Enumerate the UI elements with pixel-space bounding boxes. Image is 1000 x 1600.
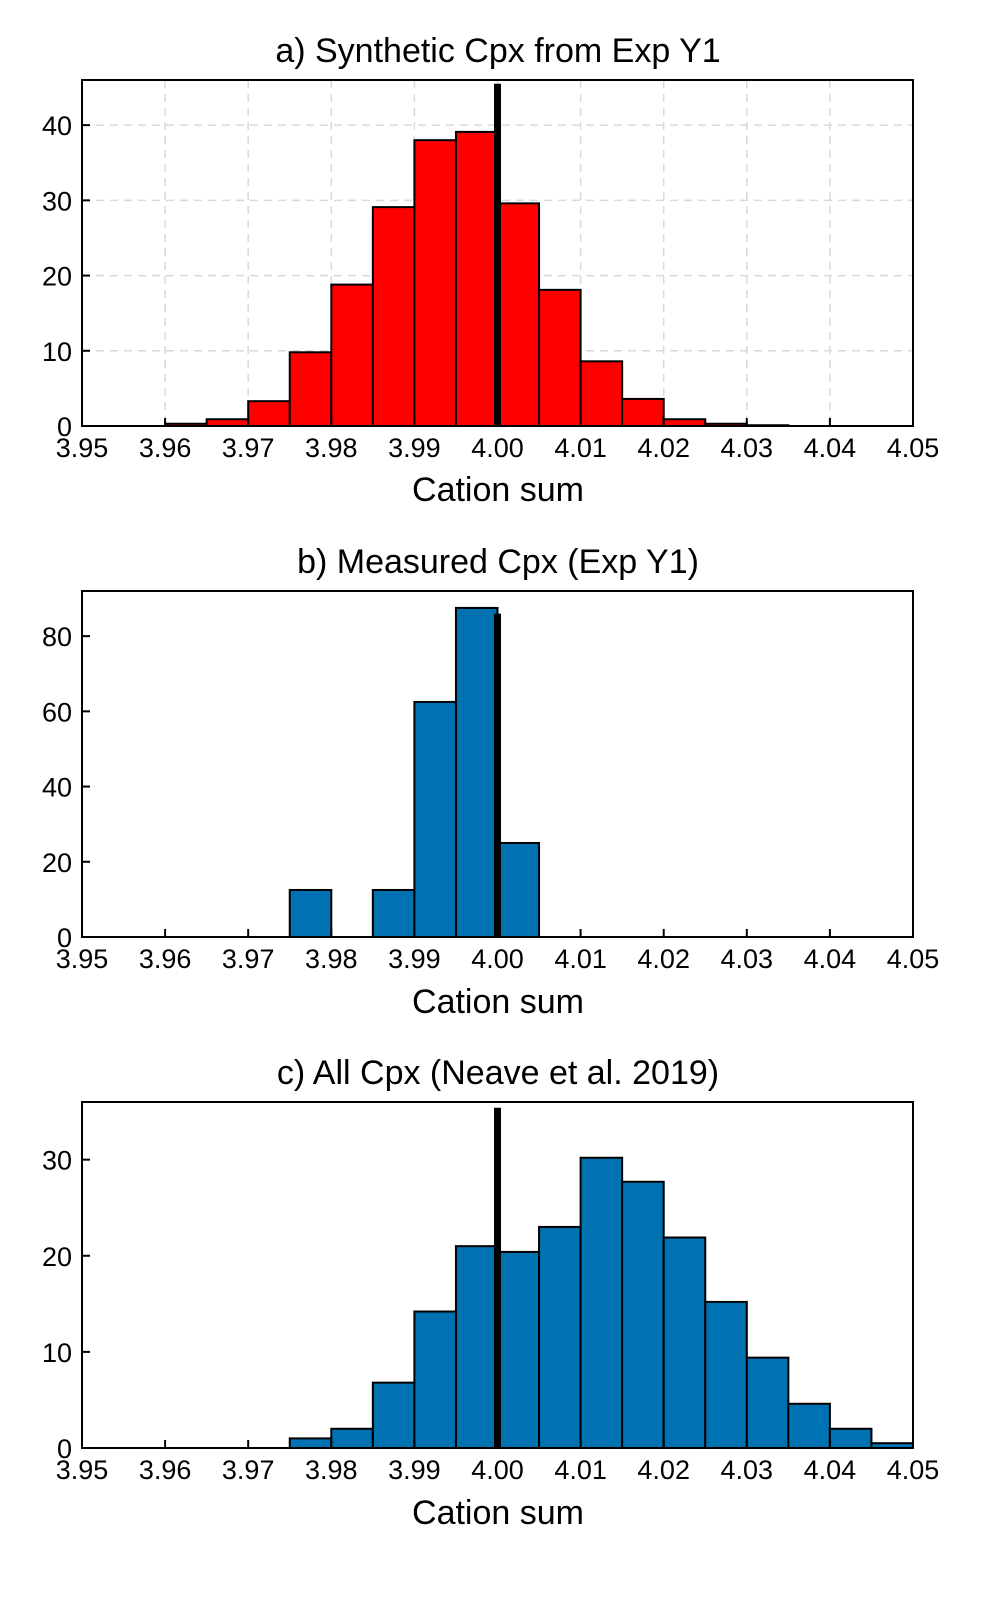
panel-c-bar [662, 1236, 707, 1450]
panel-a-xtick-label: 3.95 [56, 433, 109, 463]
panel-a-bar [413, 139, 457, 427]
panel-a-xtick-label: 3.97 [222, 433, 275, 463]
panel-a-bar [621, 397, 665, 428]
panel-c-xtick-label: 4.00 [471, 1455, 524, 1485]
panel-c-ytick-label: 20 [42, 1242, 72, 1272]
panel-c-bar [454, 1245, 499, 1449]
panel-b-xtick-label: 3.96 [139, 944, 192, 974]
panel-b-xtick-label: 3.95 [56, 944, 109, 974]
panel-c-xtick-label: 3.97 [222, 1455, 275, 1485]
panel-b-xtick-label: 3.99 [388, 944, 441, 974]
panel-a-bar [371, 206, 416, 427]
panel-a-bars [164, 130, 790, 428]
panel-a-bar [662, 418, 707, 428]
panel-b: b) Measured Cpx (Exp Y1) 3.95 3.96 3.97 3.9… [42, 543, 939, 1021]
panel-a-xlabel: Cation sum [412, 471, 584, 509]
panel-b-bar [288, 888, 333, 939]
panel-c-xtick-label: 4.03 [721, 1455, 774, 1485]
panel-c-bar [413, 1310, 457, 1449]
panel-a-bar [205, 418, 250, 428]
panel-c-xtick-label: 4.01 [554, 1455, 607, 1485]
panel-a-bar [288, 351, 333, 427]
panel-a-xtick-label: 4.00 [471, 433, 524, 463]
panel-c-ytick-label: 10 [42, 1338, 72, 1368]
panel-c: c) All Cpx (Neave et al. 2019) 3.95 3.96 3… [42, 1054, 939, 1532]
panel-b-bar [371, 888, 416, 939]
panel-c-xtick-label: 3.95 [56, 1455, 109, 1485]
panel-b-bar [454, 606, 499, 938]
panel-b-xtick-label: 3.97 [222, 944, 275, 974]
panel-b-title: b) Measured Cpx (Exp Y1) [297, 543, 699, 581]
panel-a-ytick-label: 0 [57, 412, 72, 442]
panel-a-bar [330, 283, 374, 427]
panel-a-xtick-label: 3.98 [305, 433, 358, 463]
panel-a-xtick-label: 4.03 [721, 433, 774, 463]
panel-b-ytick-label: 0 [57, 923, 72, 953]
panel-a-bar [538, 288, 582, 428]
panel-b-ytick-label: 60 [42, 697, 72, 727]
panel-c-title: c) All Cpx (Neave et al. 2019) [277, 1054, 719, 1092]
panel-a-bar [454, 130, 499, 427]
panel-c-ticks: 3.95 3.96 3.97 3.98 3.99 4.00 4.01 4.02 4.03 4.04… [42, 1146, 939, 1485]
panel-c-bar [288, 1437, 333, 1450]
panel-c-bar [787, 1402, 831, 1450]
panel-a-xtick-label: 4.05 [887, 433, 940, 463]
panel-a-bar [579, 360, 624, 428]
panel-a-ytick-label: 40 [42, 111, 72, 141]
panel-a-bar [247, 400, 291, 427]
panel-b-xtick-label: 4.05 [887, 944, 940, 974]
panel-a-ytick-label: 30 [42, 186, 72, 216]
panel-a-bar [496, 202, 541, 427]
panel-a-ytick-label: 20 [42, 262, 72, 292]
panel-b-xtick-label: 3.98 [305, 944, 358, 974]
panel-c-bar [828, 1427, 873, 1450]
panel-a-xtick-label: 3.99 [388, 433, 441, 463]
panel-b-xtick-label: 4.01 [554, 944, 607, 974]
panel-b-ytick-label: 80 [42, 622, 72, 652]
panel-a-xtick-label: 4.02 [637, 433, 690, 463]
panel-b-bar [413, 700, 457, 939]
panel-b-bars [288, 606, 541, 939]
panel-c-xtick-label: 4.04 [804, 1455, 857, 1485]
panel-a-xtick-label: 4.01 [554, 433, 607, 463]
panel-b-xtick-label: 4.03 [721, 944, 774, 974]
panel-c-xtick-label: 4.05 [887, 1455, 940, 1485]
panel-c-bar [704, 1300, 748, 1450]
panel-c-bar [538, 1225, 582, 1450]
panel-c-xtick-label: 3.96 [139, 1455, 192, 1485]
panel-a-ticks: 3.95 3.96 3.97 3.98 3.99 4.00 4.01 4.02 4.03 4.04… [42, 111, 939, 463]
panel-a-ytick-label: 10 [42, 337, 72, 367]
panel-c-ytick-label: 0 [57, 1434, 72, 1464]
panel-c-bar [579, 1156, 624, 1449]
panel-c-bar [621, 1180, 665, 1449]
panel-b-ytick-label: 20 [42, 848, 72, 878]
panel-c-ytick-label: 30 [42, 1146, 72, 1176]
panel-c-bar [745, 1356, 790, 1449]
panel-c-bar [371, 1381, 416, 1449]
panel-a-title: a) Synthetic Cpx from Exp Y1 [275, 32, 720, 70]
panel-c-xtick-label: 3.99 [388, 1455, 441, 1485]
panel-a-xtick-label: 4.04 [804, 433, 857, 463]
panel-b-ticks: 3.95 3.96 3.97 3.98 3.99 4.00 4.01 4.02 4.03 4.04… [42, 622, 939, 974]
panel-b-xlabel: Cation sum [412, 983, 584, 1021]
panel-b-ytick-label: 40 [42, 773, 72, 803]
panel-c-bars [288, 1156, 915, 1450]
panel-a-grid [81, 80, 914, 427]
panel-a: a) Synthetic Cpx from Exp Y1 3.95 3.96 3.9… [42, 32, 939, 509]
panel-c-xtick-label: 4.02 [637, 1455, 690, 1485]
panel-b-xtick-label: 4.04 [804, 944, 857, 974]
panel-c-xtick-label: 3.98 [305, 1455, 358, 1485]
panel-a-xtick-label: 3.96 [139, 433, 192, 463]
panel-b-xtick-label: 4.00 [471, 944, 524, 974]
panel-b-bar [496, 841, 541, 939]
panel-b-xtick-label: 4.02 [637, 944, 690, 974]
panel-c-xlabel: Cation sum [412, 1494, 584, 1532]
panel-c-bar [496, 1250, 541, 1450]
panel-c-bar [330, 1427, 374, 1450]
